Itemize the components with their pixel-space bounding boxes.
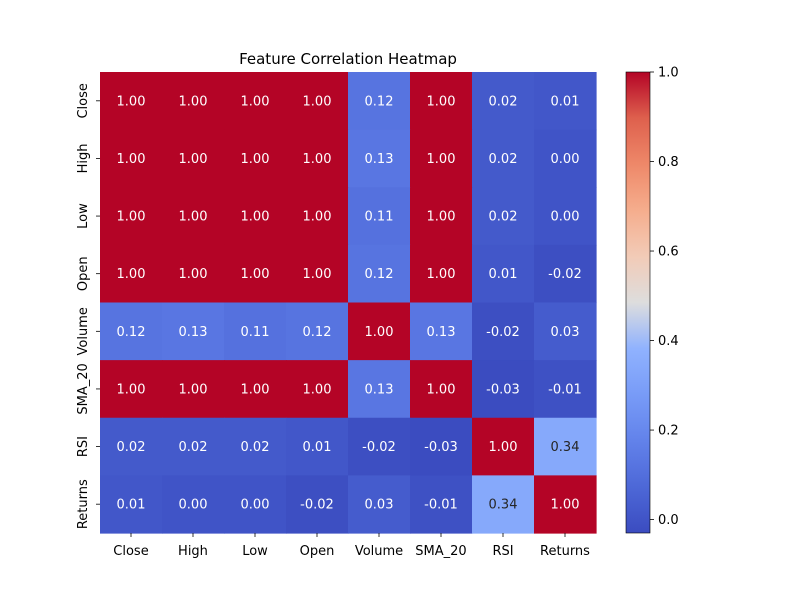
heatmap-cell-value: 1.00 [179,94,208,109]
heatmap-cell-value: 0.34 [551,440,580,455]
heatmap-cell-value: 1.00 [117,382,146,397]
y-tick-label: High [76,143,91,173]
heatmap-cell-value: 0.03 [551,325,580,340]
colorbar: 0.0 0.2 0.4 0.6 0.8 1.0 [626,66,679,534]
heatmap-cell-value: 0.34 [489,498,518,513]
heatmap-cell-value: 0.02 [489,94,518,109]
y-tick-label: Low [76,203,91,229]
heatmap-cell-value: 0.00 [179,498,208,513]
x-tick-label: RSI [492,544,513,559]
heatmap-cell-value: -0.03 [486,382,520,397]
heatmap-cell-value: -0.03 [424,440,458,455]
x-tick-label: Volume [355,544,403,559]
colorbar-tick-label: 0.4 [658,334,679,349]
x-axis-ticks: Close High Low Open Volume SMA_20 RSI Returns [113,533,590,559]
y-tick-label: Close [76,83,91,118]
x-tick-label: High [178,544,208,559]
heatmap-cell-value: 0.13 [179,325,208,340]
heatmap-cells [100,72,597,534]
colorbar-tick-label: 0.8 [658,155,679,170]
x-tick-label: Returns [540,544,590,559]
heatmap-cell-value: 1.00 [427,210,456,225]
x-tick-label: SMA_20 [415,544,466,559]
heatmap-cell-value: 0.01 [303,440,332,455]
heatmap-cell-value: 0.02 [489,210,518,225]
x-tick-label: Close [113,544,148,559]
heatmap-cell-value: 1.00 [427,152,456,167]
heatmap-cell-value: 0.02 [179,440,208,455]
heatmap-cell-value: 1.00 [179,382,208,397]
heatmap-cell-value: 0.01 [489,267,518,282]
heatmap-cell-value: 1.00 [303,94,332,109]
y-tick-label: Open [76,256,91,291]
heatmap-cell-value: 0.13 [427,325,456,340]
y-tick-label: RSI [76,436,91,457]
heatmap-cell-value: 0.02 [489,152,518,167]
heatmap-cell-value: 1.00 [427,382,456,397]
heatmap-cell-value: -0.02 [486,325,520,340]
heatmap-cell-value: 1.00 [241,210,270,225]
heatmap-cell-value: 1.00 [303,267,332,282]
y-tick-label: SMA_20 [76,363,91,414]
heatmap-cell-value: -0.01 [548,382,582,397]
heatmap-cell-value: 1.00 [241,94,270,109]
heatmap-cell-value: 1.00 [117,267,146,282]
heatmap-cell-value: 1.00 [241,152,270,167]
heatmap-cell-value: 1.00 [303,382,332,397]
heatmap-cell-value: 0.02 [117,440,146,455]
heatmap-cell-value: 0.03 [365,498,394,513]
heatmap-cell-value: 1.00 [551,498,580,513]
heatmap-cell-value: -0.02 [548,267,582,282]
heatmap-cell-value: 0.12 [303,325,332,340]
heatmap-cell-value: 0.13 [365,152,394,167]
heatmap-cell-value: 0.02 [241,440,270,455]
heatmap-cell-value: 0.00 [551,152,580,167]
y-tick-label: Returns [76,479,91,529]
heatmap-cell-value: 1.00 [241,267,270,282]
heatmap-cell-value: 1.00 [489,440,518,455]
heatmap-cell-value: 1.00 [117,152,146,167]
heatmap-cell-value: 0.01 [117,498,146,513]
heatmap-cell-value: 0.00 [551,210,580,225]
heatmap-cell-value: 0.00 [241,498,270,513]
heatmap-cell-value: 1.00 [427,267,456,282]
x-tick-label: Low [242,544,268,559]
heatmap-cell-value: 0.01 [551,94,580,109]
heatmap-cell-value: 0.12 [365,94,394,109]
heatmap-cell-value: -0.02 [300,498,334,513]
heatmap-cell-value: 1.00 [117,210,146,225]
heatmap-cell-value: 1.00 [179,267,208,282]
heatmap-cell-value: -0.02 [362,440,396,455]
heatmap-cell-value: 0.11 [365,210,394,225]
heatmap-cell-value: 0.13 [365,382,394,397]
heatmap-cell-value: 1.00 [117,94,146,109]
y-axis-ticks: Close High Low Open Volume SMA_20 RSI Returns [76,83,100,529]
heatmap-cell-value: 1.00 [179,210,208,225]
colorbar-tick-label: 0.2 [658,424,679,439]
colorbar-tick-label: 0.6 [658,245,679,260]
colorbar-tick-label: 1.0 [658,66,679,81]
colorbar-gradient [626,72,650,533]
heatmap-cell-value: 1.00 [303,152,332,167]
heatmap-cell-value: 1.00 [303,210,332,225]
heatmap-cell-value: -0.01 [424,498,458,513]
heatmap-cell-value: 1.00 [365,325,394,340]
colorbar-tick-label: 0.0 [658,513,679,528]
chart-title: Feature Correlation Heatmap [239,50,457,68]
heatmap-cell-value: 1.00 [179,152,208,167]
heatmap-cell-value: 0.12 [117,325,146,340]
heatmap-cell-value: 0.11 [241,325,270,340]
heatmap-cell-value: 1.00 [241,382,270,397]
heatmap-cell-value: 1.00 [427,94,456,109]
heatmap-cell-value: 0.12 [365,267,394,282]
y-tick-label: Volume [76,307,91,355]
x-tick-label: Open [300,544,335,559]
